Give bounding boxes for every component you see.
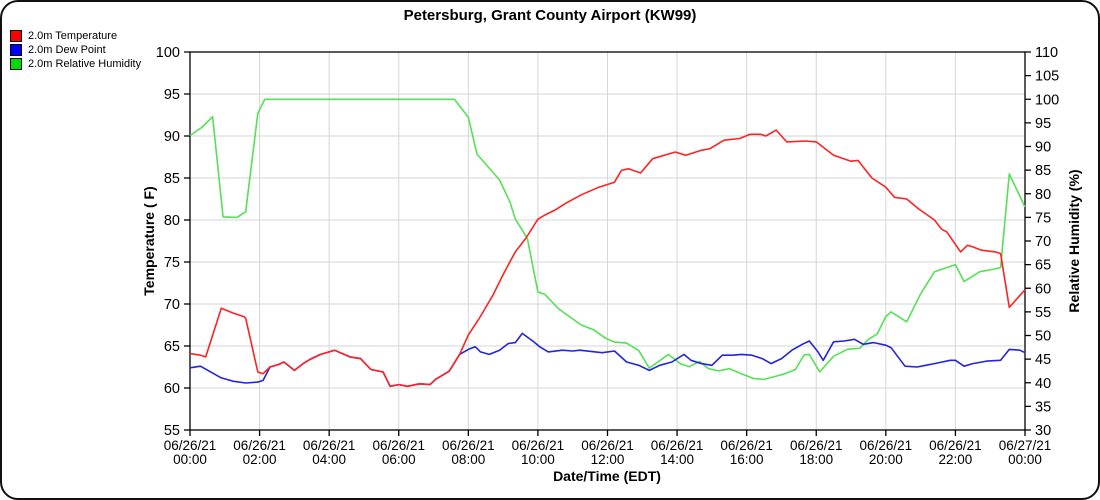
- x-axis-tick-date: 06/26/21: [442, 438, 495, 453]
- x-axis-title: Date/Time (EDT): [553, 468, 661, 484]
- x-axis-tick-date: 06/26/21: [860, 438, 913, 453]
- legend-item-temperature: 2.0m Temperature: [10, 29, 141, 43]
- left-axis-tick-label: 70: [164, 297, 180, 313]
- left-axis-tick-label: 75: [164, 255, 180, 271]
- right-axis-tick-label: 30: [1035, 423, 1051, 439]
- legend-label-temperature: 2.0m Temperature: [28, 30, 118, 42]
- right-axis-tick-label: 35: [1035, 399, 1051, 415]
- right-axis-tick-label: 80: [1035, 187, 1051, 203]
- x-axis-tick-date: 06/26/21: [720, 438, 773, 453]
- x-axis-tick-time: 16:00: [730, 452, 764, 467]
- temperature-swatch-icon: [10, 30, 22, 42]
- legend: 2.0m Temperature 2.0m Dew Point 2.0m Rel…: [10, 29, 141, 71]
- left-axis-tick-label: 100: [156, 45, 180, 61]
- right-axis-tick-label: 90: [1035, 140, 1051, 156]
- chart-title: Petersburg, Grant County Airport (KW99): [403, 7, 697, 24]
- x-axis-tick-time: 06:00: [382, 452, 416, 467]
- x-axis-tick-time: 04:00: [312, 452, 346, 467]
- dew-point-swatch-icon: [10, 44, 22, 56]
- x-axis-tick-date: 06/26/21: [233, 438, 286, 453]
- x-axis-tick-time: 08:00: [451, 452, 485, 467]
- x-axis-tick-date: 06/26/21: [303, 438, 356, 453]
- legend-item-dew-point: 2.0m Dew Point: [10, 43, 141, 57]
- x-axis-tick-time: 20:00: [869, 452, 903, 467]
- relative-humidity-line: [189, 98, 1026, 381]
- left-axis-tick-label: 95: [164, 87, 180, 103]
- x-axis-tick-date: 06/26/21: [581, 438, 634, 453]
- right-axis-tick-label: 85: [1035, 163, 1051, 179]
- right-axis-tick-label: 110: [1035, 45, 1058, 61]
- x-axis-tick-time: 02:00: [243, 452, 277, 467]
- legend-label-dew-point: 2.0m Dew Point: [28, 44, 106, 56]
- right-axis-tick-label: 95: [1035, 116, 1051, 132]
- x-axis-tick-date: 06/26/21: [164, 438, 217, 453]
- x-axis-tick-time: 12:00: [591, 452, 625, 467]
- right-axis-tick-label: 65: [1035, 258, 1051, 274]
- x-axis-tick-date: 06/26/21: [512, 438, 565, 453]
- right-axis-tick-label: 100: [1035, 92, 1059, 108]
- x-axis-tick-date: 06/26/21: [790, 438, 843, 453]
- legend-item-relative-humidity: 2.0m Relative Humidity: [10, 57, 141, 71]
- x-axis-tick-date: 06/26/21: [651, 438, 704, 453]
- temperature-line: [189, 129, 1026, 388]
- left-axis-tick-label: 65: [164, 339, 180, 355]
- right-axis-tick-label: 70: [1035, 234, 1051, 250]
- right-axis-tick-label: 45: [1035, 352, 1051, 368]
- right-axis-tick-label: 50: [1035, 329, 1051, 345]
- right-axis-tick-label: 55: [1035, 305, 1051, 321]
- x-axis-tick-time: 18:00: [799, 452, 833, 467]
- relative-humidity-swatch-icon: [10, 58, 22, 70]
- left-axis-tick-label: 90: [164, 129, 180, 145]
- left-axis-tick-label: 55: [164, 423, 180, 439]
- x-axis-tick-time: 00:00: [1008, 452, 1042, 467]
- left-axis-tick-label: 80: [164, 213, 180, 229]
- right-axis-tick-label: 75: [1035, 210, 1051, 226]
- right-axis-title: Relative Humidity (%): [1066, 169, 1082, 313]
- right-axis-tick-label: 105: [1035, 69, 1059, 85]
- x-axis-tick-time: 14:00: [660, 452, 694, 467]
- right-axis-tick-label: 60: [1035, 281, 1051, 297]
- legend-label-relative-humidity: 2.0m Relative Humidity: [28, 58, 142, 70]
- left-axis-tick-label: 85: [164, 171, 180, 187]
- x-axis-tick-time: 10:00: [521, 452, 555, 467]
- left-axis-tick-label: 60: [164, 381, 180, 397]
- x-axis-tick-date: 06/26/21: [929, 438, 982, 453]
- x-axis-tick-time: 00:00: [173, 452, 207, 467]
- x-axis-tick-date: 06/27/21: [999, 438, 1052, 453]
- x-axis-tick-time: 22:00: [939, 452, 973, 467]
- x-axis-tick-date: 06/26/21: [372, 438, 425, 453]
- right-axis-tick-label: 40: [1035, 376, 1051, 392]
- left-axis-title: Temperature ( F): [141, 186, 157, 296]
